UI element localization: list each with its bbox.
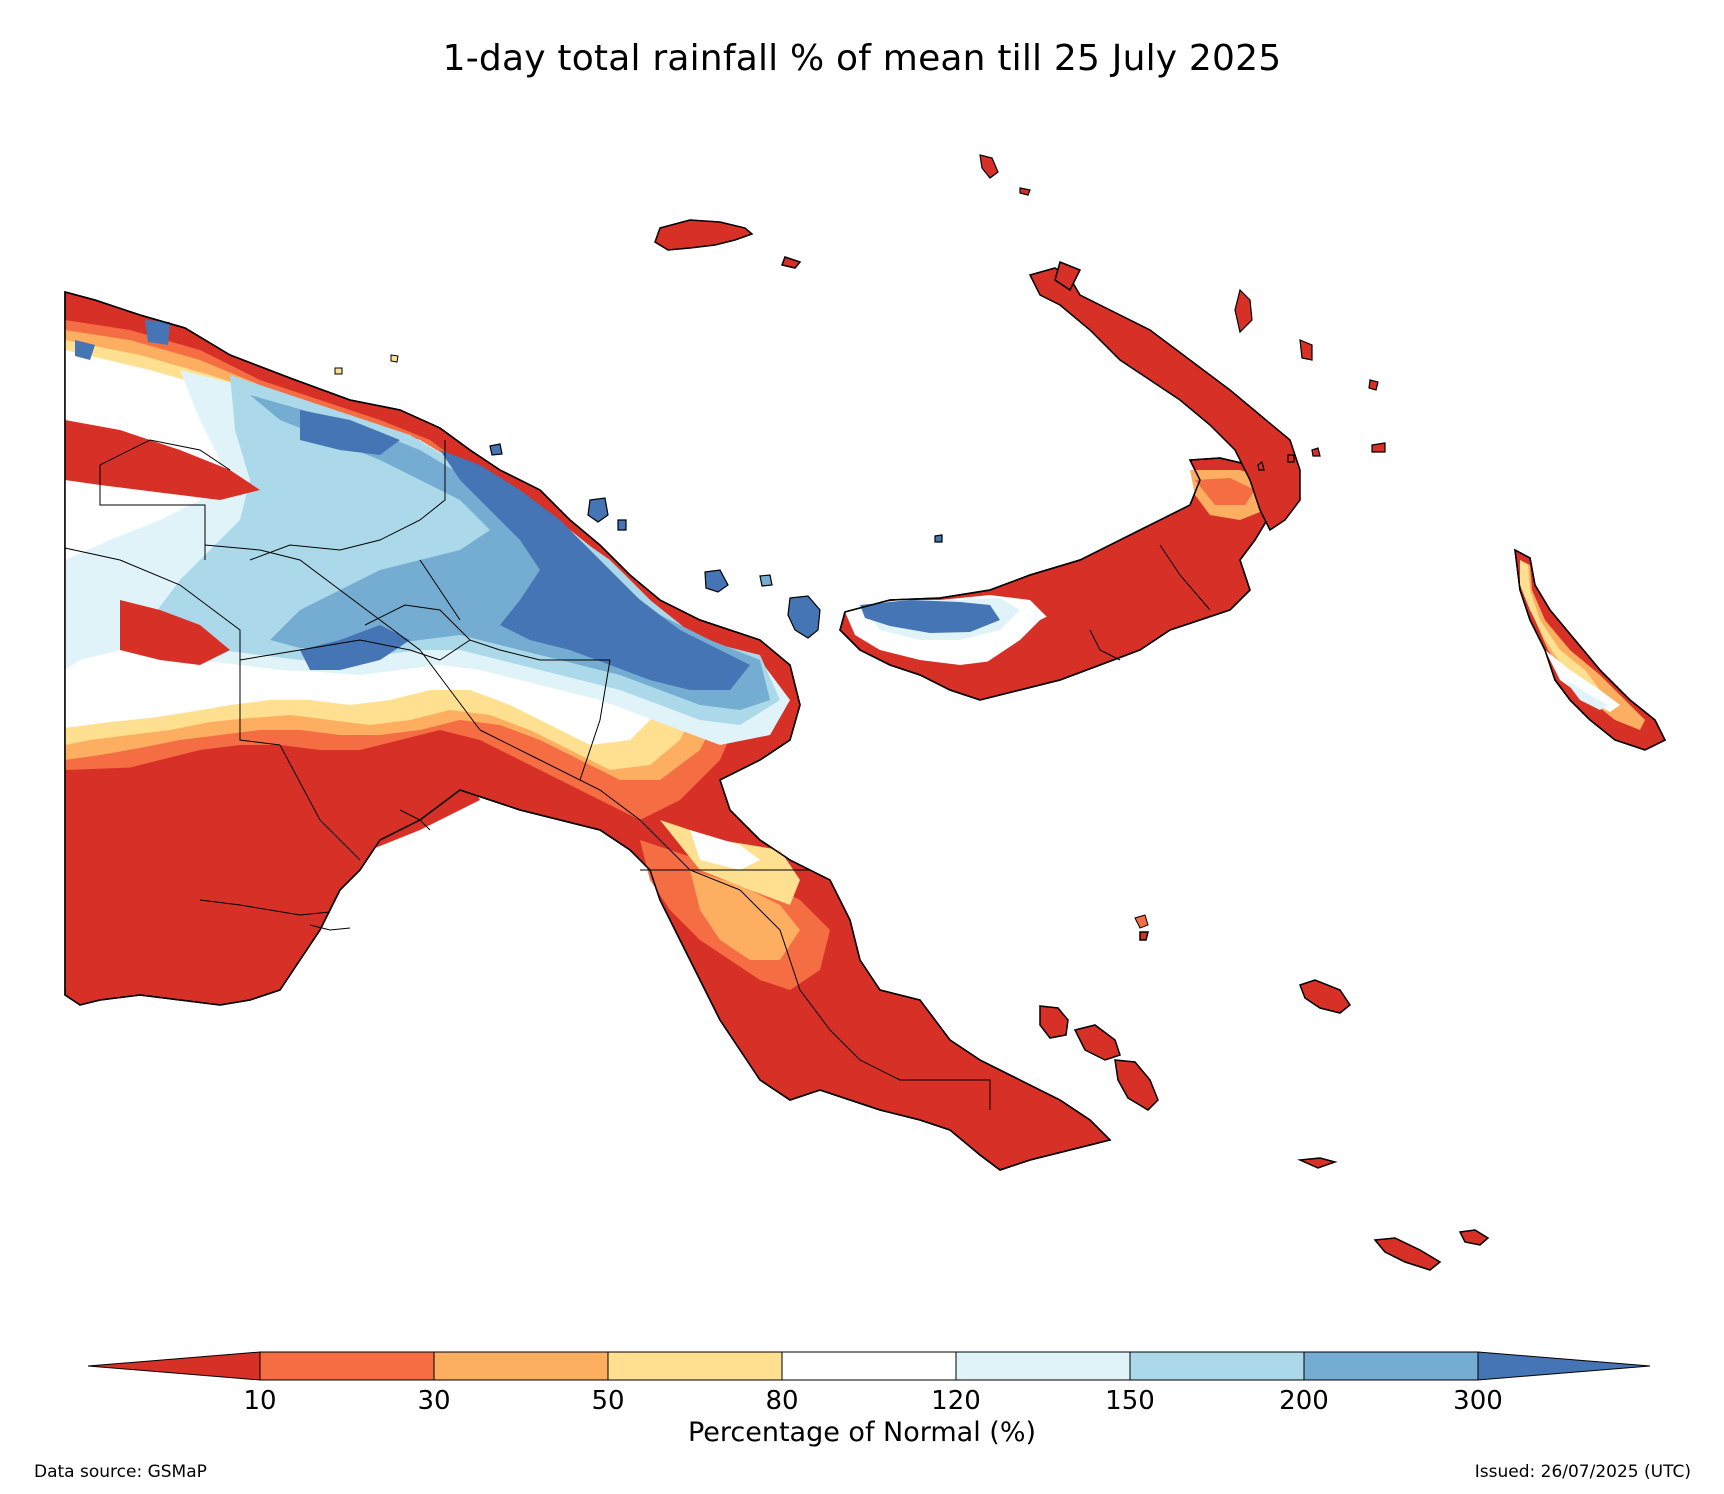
colorbar-label: Percentage of Normal (%) [687,1417,1037,1448]
colorbar-bin-30-50 [433,1351,609,1381]
fly-river-delta [199,809,431,931]
colorbar-tick-300: 300 [1453,1386,1503,1416]
north-islands-yellow [334,354,399,375]
colorbar-tick-120: 120 [931,1386,981,1416]
manus-island [654,219,802,269]
colorbar-tick-10: 10 [243,1386,277,1416]
data-source-note: Data source: GSMaP [34,1462,207,1482]
bougainville [1514,548,1667,751]
map-title: 1-day total rainfall % of mean till 25 J… [442,38,1282,79]
colorbar-bin-200-300 [1303,1351,1479,1381]
colorbar-extend-high [1477,1351,1651,1381]
colorbar-extend-low [87,1351,261,1381]
colorbar-tick-50: 50 [591,1386,625,1416]
colorbar-bin-150-200 [1129,1351,1305,1381]
southeast-islands [1039,931,1490,1271]
colorbar-bin-50-80 [607,1351,783,1381]
north-islands [979,154,1386,471]
new-britain [839,457,1283,701]
colorbar-tick-150: 150 [1105,1386,1155,1416]
colorbar-bin-80-120 [781,1351,957,1381]
new-ireland [1028,260,1301,532]
colorbar-tick-30: 30 [417,1386,451,1416]
colorbar [87,1351,1651,1381]
province-borders [64,439,991,1110]
issued-date-note: Issued: 26/07/2025 (UTC) [1474,1462,1691,1482]
colorbar-bin-10-30 [259,1351,435,1381]
colorbar-tick-200: 200 [1279,1386,1329,1416]
rainfall-map [64,154,1667,1271]
mainland-new-guinea [64,291,1112,1171]
colorbar-bin-120-150 [955,1351,1131,1381]
colorbar-tick-80: 80 [765,1386,799,1416]
southeast-islands-orange [1134,914,1149,929]
bismarck-islands [489,443,943,639]
